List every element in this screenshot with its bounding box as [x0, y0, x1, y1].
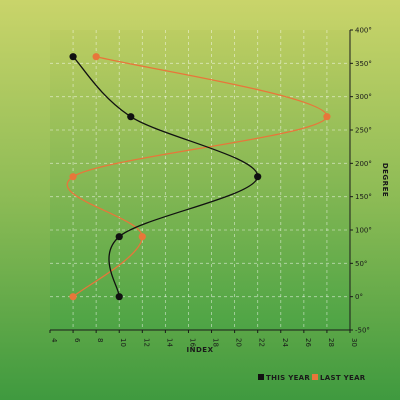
x-tick-label: 12 [142, 338, 150, 347]
y-tick-label: 100° [355, 227, 372, 235]
x-tick-label: 24 [281, 338, 289, 347]
y-tick-label: 300° [355, 93, 372, 101]
grid [50, 30, 350, 330]
y-axis-label: DEGREE [381, 163, 389, 197]
legend-label-this-year: THIS YEAR [266, 374, 310, 382]
data-point-last-year [92, 53, 100, 61]
x-axis-label: INDEX [187, 346, 214, 354]
x-tick-label: 28 [327, 338, 335, 347]
x-tick-label: 16 [188, 338, 196, 347]
axes [50, 30, 351, 331]
legend: THIS YEAR LAST YEAR [258, 374, 366, 382]
x-tick-label: 14 [165, 338, 173, 347]
x-tick-label: 20 [235, 338, 243, 347]
x-tick-label: 8 [96, 338, 104, 342]
data-point-last-year [138, 233, 146, 241]
y-tick-label: 0° [355, 293, 363, 301]
x-tick-label: 10 [119, 338, 127, 347]
y-tick-label: -50° [355, 327, 370, 335]
y-tick-label: 400° [355, 27, 372, 35]
data-point-last-year [69, 173, 77, 181]
data-point-this-year [254, 173, 262, 181]
tick-labels: 4 6 8 10 12 14 16 18 20 22 24 26 28 30 -50° 0° 50° 100° 15… [49, 27, 372, 347]
y-tick-label: 350° [355, 60, 372, 68]
y-tick-label: 200° [355, 160, 372, 168]
data-point-last-year [69, 293, 77, 301]
data-point-this-year [115, 233, 123, 241]
x-tick-label: 30 [350, 338, 358, 347]
y-tick-label: 250° [355, 127, 372, 135]
series-line-last-year [66, 56, 328, 298]
y-tick-label: 150° [355, 193, 372, 201]
x-tick-label: 4 [50, 338, 58, 343]
data-point-this-year [127, 113, 135, 121]
data-point-last-year [323, 113, 331, 121]
x-tick-label: 22 [258, 338, 266, 347]
legend-swatch-this-year [258, 374, 264, 380]
y-tick-label: 50° [355, 260, 367, 268]
data-point-this-year [69, 53, 77, 61]
legend-swatch-last-year [312, 374, 318, 380]
x-tick-label: 26 [304, 338, 312, 347]
x-tick-label: 6 [73, 338, 81, 343]
x-tick-label: 18 [212, 338, 220, 347]
series-layer [66, 53, 331, 301]
data-point-this-year [115, 293, 123, 301]
plot-area [50, 30, 350, 330]
legend-label-last-year: LAST YEAR [320, 374, 366, 382]
